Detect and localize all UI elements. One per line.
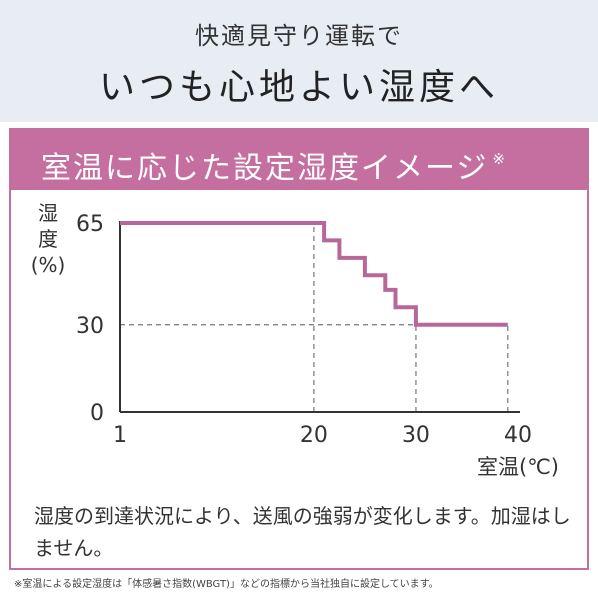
series-line-0 (120, 221, 508, 327)
y-tick-label-1: 30 (76, 314, 104, 339)
x-axis-label: 室温(℃) (477, 455, 559, 479)
header: 快適見守り運転で いつも心地よい湿度へ (0, 0, 598, 122)
x-tick-label-3: 40 (504, 423, 532, 448)
description: 湿度の到達状況により、送風の強弱が変化します。加湿はしません。 (34, 504, 571, 560)
chart-title-band: 室温に応じた設定湿度イメージ ※ (9, 128, 589, 190)
y-tick-label-2: 0 (90, 401, 104, 426)
header-line-2: いつも心地よい湿度へ (98, 67, 499, 108)
y-tick-label-0: 65 (76, 212, 104, 237)
y-axis-label: 湿度(%) (31, 201, 66, 277)
x-tick-label-2: 30 (402, 423, 430, 448)
humidity-chart: 65 30 01 20 30 40 湿度(%) 室温(℃) (31, 201, 559, 479)
header-line-1: 快適見守り運転で (195, 22, 403, 50)
chart-frame (9, 190, 589, 570)
footnote-mark: ※ (492, 150, 507, 168)
x-tick-label-0: 1 (113, 423, 127, 448)
x-tick-label-1: 20 (300, 423, 328, 448)
chart-title: 室温に応じた設定湿度イメージ (41, 151, 489, 186)
footnote: ※室温による設定湿度は「体感暑さ指数(WBGT)」などの指標から当社独自に設定し… (14, 579, 439, 590)
